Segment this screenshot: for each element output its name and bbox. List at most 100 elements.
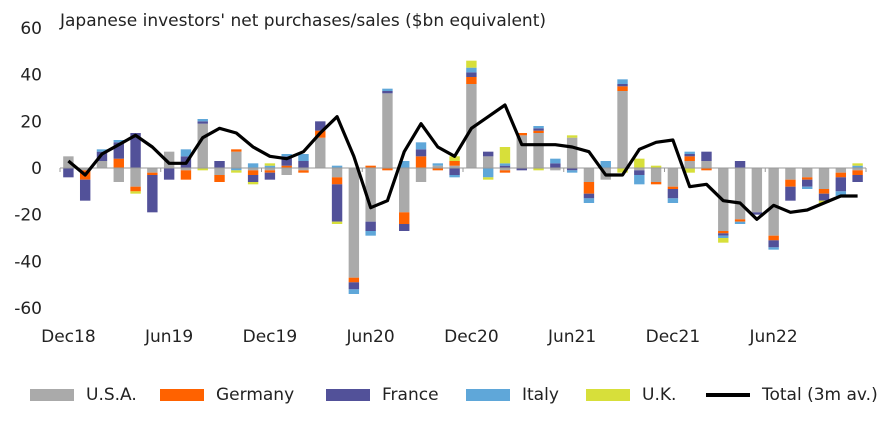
x-tick-label-dec19: Dec19 [243,327,298,347]
legend-label-u-k: U.K. [642,385,677,405]
bar-france-may20 [348,282,360,290]
bar-italy-aug22 [802,186,813,189]
bar-germany-jan22 [684,156,695,161]
bar-u-k-feb21 [499,147,511,164]
bar-germany-feb20 [298,170,309,173]
bar-germany-mar19 [113,158,124,168]
bar-germany-dec19 [264,170,276,173]
axis-layer: -60 -40 -20 0 20 40 60 Dec18 Jun19 Dec19 Jun20 Dec2… [14,19,867,347]
bar-u-k-jan21 [482,177,494,180]
bar-u-s-a-aug19 [197,123,208,168]
bar-germany-mar21 [516,133,527,136]
bar-italy-mar19 [113,140,124,143]
bar-france-may21 [550,163,561,168]
bar-u-s-a-oct22 [835,168,847,173]
bar-u-s-a-jan21 [482,156,494,168]
x-tick-label-jun22: Jun22 [748,327,797,347]
bar-germany-jul21 [583,182,595,194]
legend-label-italy: Italy [522,385,559,405]
legend-label-u-s-a: U.S.A. [86,385,137,405]
legend-swatch-italy [466,389,510,401]
bar-u-s-a-sep20 [415,168,427,182]
bar-france-nov19 [247,175,259,182]
bar-france-jul20 [382,91,393,94]
bar-u-s-a-nov22 [852,168,863,171]
bar-u-k-jun21 [566,135,578,138]
bar-u-s-a-sep19 [214,168,225,175]
bar-france-sep22 [818,193,830,201]
bar-france-apr22 [734,161,746,168]
bar-france-feb20 [298,161,309,168]
bar-germany-may19 [147,172,158,175]
bar-u-s-a-nov20 [449,165,460,168]
y-tick-label-6: 60 [20,19,42,39]
bar-italy-dec21 [667,198,679,203]
bar-u-k-nov21 [650,165,662,168]
bar-france-sep19 [214,161,225,168]
bar-france-may22 [751,212,763,215]
bar-italy-jun20 [365,231,376,236]
bar-france-jun19 [163,168,175,180]
bar-u-s-a-jul22 [785,168,796,180]
bar-italy-may20 [348,289,360,294]
bar-italy-feb21 [499,163,511,166]
bar-u-k-oct19 [231,170,242,173]
bar-u-s-a-oct21 [634,168,645,171]
bar-italy-jul19 [180,149,192,157]
chart-title: Japanese investors' net purchases/sales … [59,11,546,31]
bar-france-sep21 [617,84,628,87]
bar-france-sep20 [415,149,427,157]
bar-france-mar22 [718,233,729,236]
bar-france-mar20 [315,121,326,131]
bar-france-oct21 [634,170,645,175]
bar-italy-apr20 [331,165,343,168]
legend-label-germany: Germany [216,385,295,405]
bar-u-s-a-may22 [751,168,763,213]
bar-france-aug19 [197,121,208,124]
bar-u-s-a-apr21 [533,133,544,168]
legend-item-germany: Germany [160,380,294,410]
legend-item-u-k: U.K. [586,380,676,410]
y-tick-label-2: -20 [14,206,42,226]
bar-france-jun22 [768,240,779,248]
bar-germany-nov19 [247,170,259,175]
bar-u-s-a-mar19 [113,168,124,182]
bar-germany-sep22 [818,189,830,194]
bar-germany-sep20 [415,156,427,168]
bar-italy-feb20 [298,154,309,161]
bar-u-s-a-jun19 [163,151,175,168]
bar-germany-oct22 [835,172,847,178]
bar-germany-apr20 [331,177,343,185]
bar-u-k-dec20 [466,60,477,68]
x-tick-label-dec20: Dec20 [444,327,499,347]
bar-germany-mar22 [718,231,729,234]
y-tick-label-4: 20 [20,112,42,132]
legend-item-u-s-a: U.S.A. [30,380,137,410]
bar-u-s-a-jun22 [768,168,779,236]
bar-u-s-a-jul20 [382,93,393,168]
bar-u-s-a-jun20 [365,168,376,222]
bar-germany-jul19 [180,170,192,180]
bar-u-s-a-feb22 [701,161,712,168]
bar-france-jun20 [365,221,376,231]
bar-germany-feb22 [701,168,712,171]
bar-u-s-a-oct19 [231,151,242,168]
bar-u-s-a-feb21 [499,168,511,171]
bar-u-s-a-mar20 [315,137,326,168]
bar-u-s-a-jan19 [79,168,91,171]
bar-germany-sep19 [214,175,225,182]
bar-france-jun21 [566,168,578,171]
bar-france-jan22 [684,154,695,157]
y-tick-label-0: -60 [14,299,42,319]
legend-item-italy: Italy [466,380,559,410]
bar-germany-apr19 [130,186,141,192]
bar-germany-nov21 [650,182,662,185]
bar-italy-nov22 [852,165,863,168]
bar-germany-dec20 [466,77,477,84]
bar-u-k-sep21 [617,168,628,173]
bar-u-s-a-jan20 [281,168,292,175]
bar-france-nov22 [852,175,863,182]
bar-france-mar21 [516,168,527,171]
y-tick-label-1: -40 [14,252,42,272]
bar-france-apr21 [533,128,544,131]
